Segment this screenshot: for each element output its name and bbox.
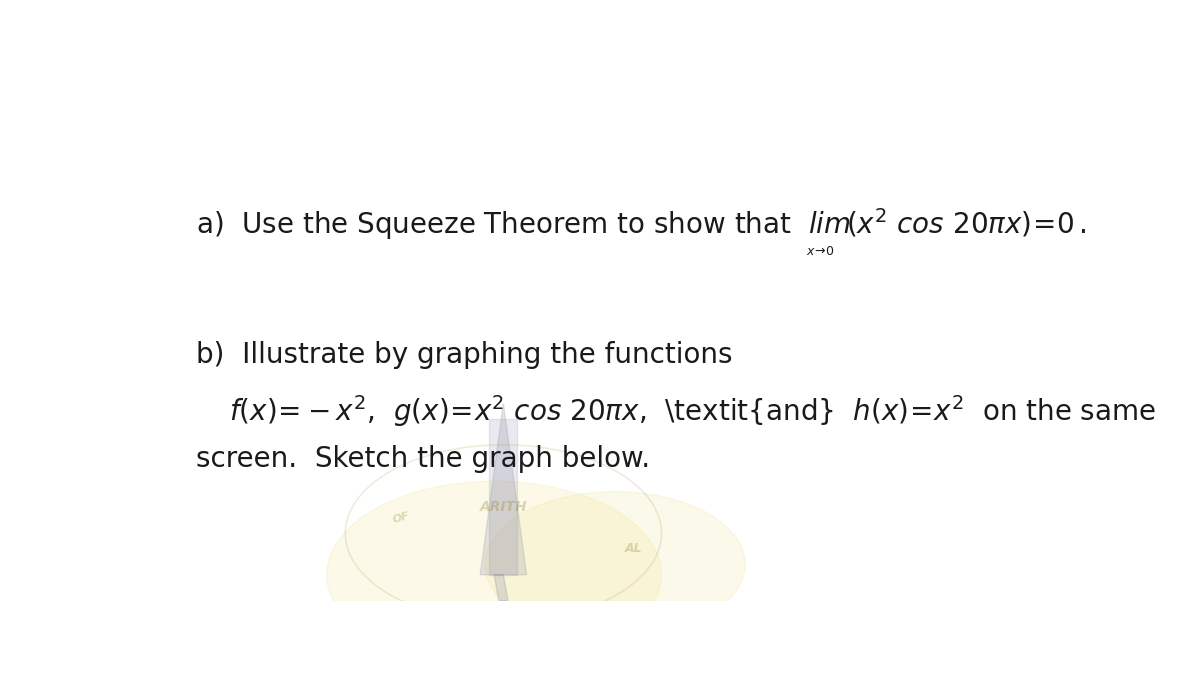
Text: screen.  Sketch the graph below.: screen. Sketch the graph below. (197, 445, 650, 472)
Text: AL: AL (625, 542, 642, 556)
Text: $x\!\rightarrow\!0$: $x\!\rightarrow\!0$ (805, 245, 834, 258)
Text: a)  Use the Squeeze Theorem to show that  $\mathit{lim}\!\left(x^2\ \mathit{cos}: a) Use the Squeeze Theorem to show that … (197, 206, 1087, 242)
Text: b)  Illustrate by graphing the functions: b) Illustrate by graphing the functions (197, 341, 733, 369)
Polygon shape (490, 418, 517, 575)
Polygon shape (480, 403, 527, 575)
Circle shape (485, 491, 745, 637)
Polygon shape (494, 575, 508, 601)
Circle shape (326, 481, 661, 668)
Text: $f(x)\!=\!-x^2$,  $g(x)\!=\!x^2\ \mathit{cos}\ 20\pi x$,  \textit{and}  $h(x)\!=: $f(x)\!=\!-x^2$, $g(x)\!=\!x^2\ \mathit{… (229, 393, 1156, 429)
Text: OF: OF (391, 510, 410, 524)
Text: ARITH: ARITH (480, 500, 527, 514)
